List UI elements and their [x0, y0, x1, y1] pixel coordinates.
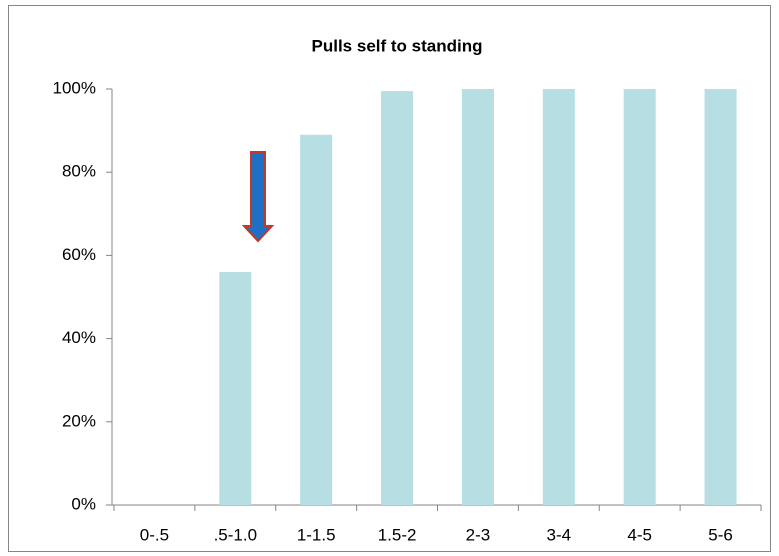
- x-tick-label: 1.5-2: [378, 525, 417, 544]
- bar: [623, 89, 656, 505]
- x-tick-label: 0-.5: [140, 525, 169, 544]
- y-tick-label: 80%: [62, 162, 96, 181]
- chart-title: Pulls self to standing: [312, 36, 483, 55]
- x-tick-label: 5-6: [708, 525, 733, 544]
- y-tick-label: 40%: [62, 328, 96, 347]
- bar: [219, 272, 252, 505]
- bar: [381, 91, 414, 505]
- y-tick-label: 20%: [62, 411, 96, 430]
- x-tick-label: 1-1.5: [297, 525, 336, 544]
- bar: [300, 134, 333, 505]
- bar: [542, 89, 575, 505]
- x-tick-label: 3-4: [547, 525, 572, 544]
- y-tick-label: 0%: [71, 494, 96, 513]
- y-tick-label: 60%: [62, 245, 96, 264]
- bar: [461, 89, 494, 505]
- y-tick-label: 100%: [53, 78, 96, 97]
- bar: [704, 89, 737, 505]
- x-tick-label: .5-1.0: [214, 525, 257, 544]
- x-tick-label: 2-3: [466, 525, 491, 544]
- arrow-annotation: [241, 151, 275, 243]
- x-tick-label: 4-5: [627, 525, 652, 544]
